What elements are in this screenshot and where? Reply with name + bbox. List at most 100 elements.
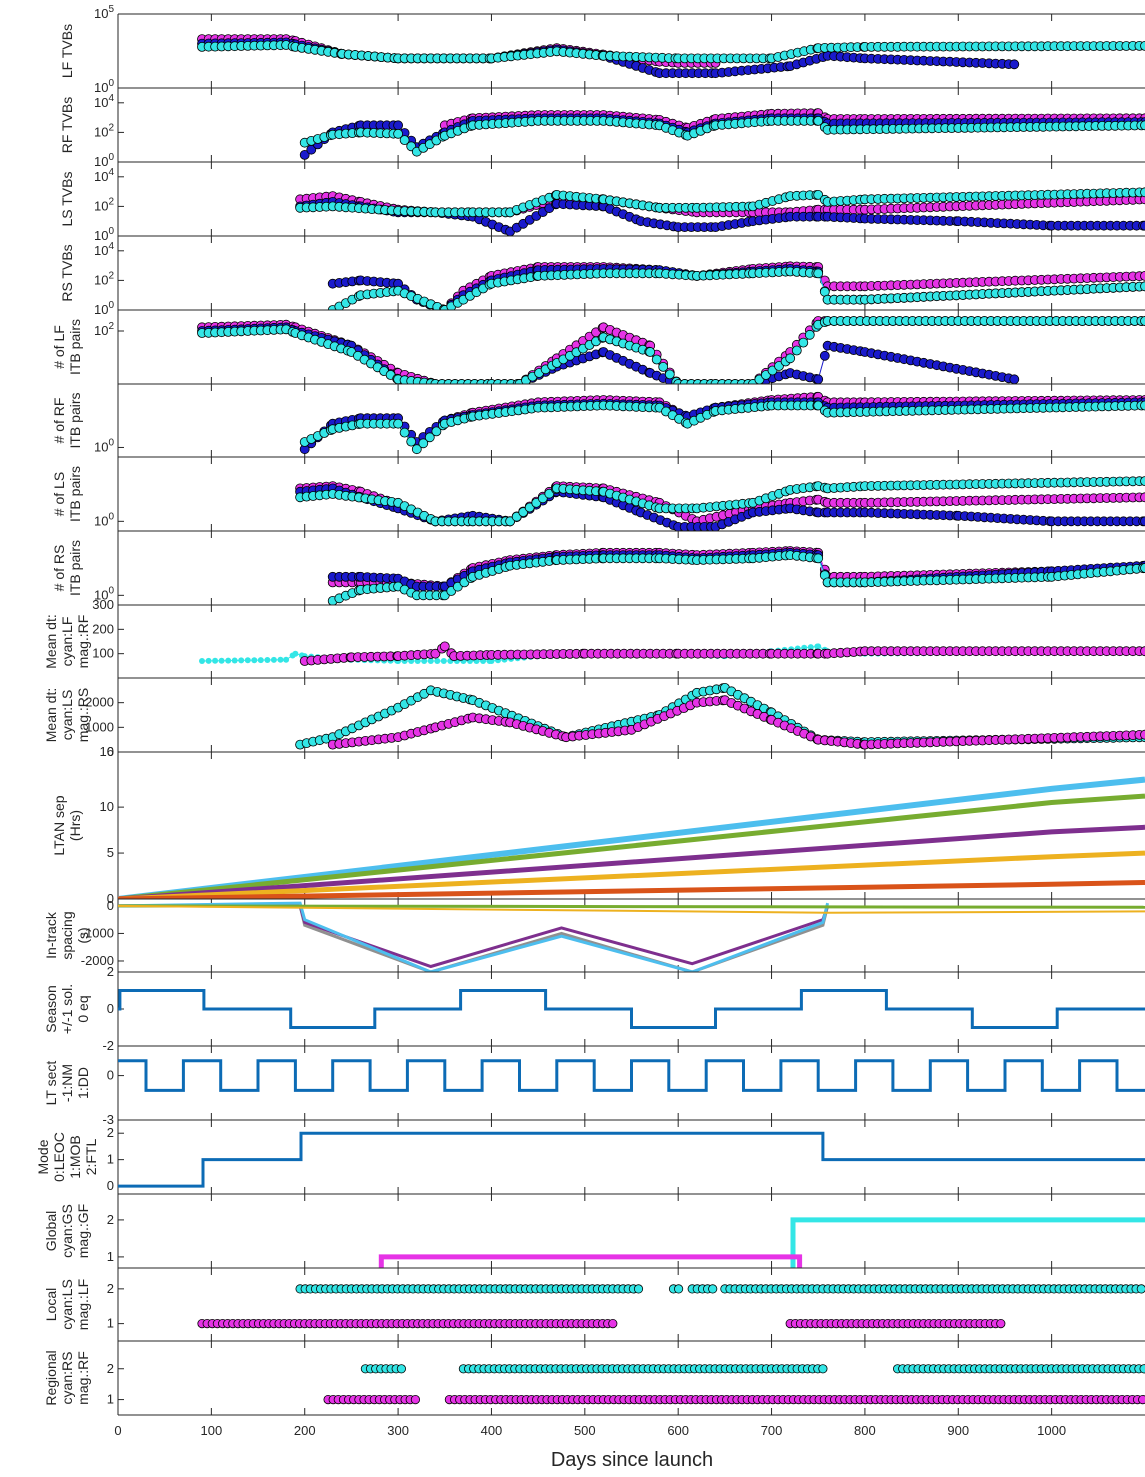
data-point	[505, 516, 516, 527]
y-tick-label: 0	[107, 1068, 114, 1083]
series-blue	[295, 196, 1145, 236]
x-tick-label: 300	[387, 1423, 409, 1438]
y-tick-label: 0	[107, 1001, 114, 1016]
y-axis-label: Mean dt:	[43, 688, 59, 742]
y-tick-label: 104	[94, 93, 114, 110]
series-magenta	[197, 1319, 1006, 1329]
y-tick-label: 2	[107, 1361, 114, 1376]
y-axis-label: Regional	[43, 1350, 59, 1405]
data-point	[813, 189, 824, 200]
series-cyan	[295, 187, 1145, 218]
data-point	[406, 436, 417, 447]
panel-n_rs: 100# of RS ITB pairs	[51, 530, 1145, 606]
y-tick-label: 1	[107, 1392, 114, 1407]
data-point	[524, 502, 535, 513]
y-axis-label: 2:FTL	[83, 1139, 99, 1176]
data-point	[393, 128, 404, 139]
data-point	[418, 438, 429, 449]
y-tick-label: -2	[102, 1038, 114, 1053]
data-point	[807, 644, 814, 651]
y-axis-label: LTAN sep	[51, 795, 67, 855]
data-point	[1140, 41, 1145, 51]
y-axis-label: ITB pairs	[67, 319, 83, 375]
data-point	[1140, 476, 1145, 486]
x-tick-label: 0	[114, 1423, 121, 1438]
data-point	[410, 1395, 420, 1405]
y-axis-label: cyan:LS	[59, 1279, 75, 1330]
data-point	[818, 1364, 828, 1374]
y-tick-label: 100	[94, 300, 114, 317]
data-point	[664, 369, 675, 380]
panel-plot-area	[295, 476, 1145, 531]
y-axis-label: Global	[43, 1211, 59, 1251]
data-point	[819, 350, 830, 361]
data-point	[544, 488, 555, 499]
y-axis-label: # of RS	[51, 545, 67, 592]
series-line-cyan	[790, 1217, 1145, 1268]
series-line-magenta	[378, 1254, 803, 1268]
series-cyan	[299, 400, 1145, 455]
y-axis-label: ITB pairs	[67, 466, 83, 522]
y-axis-label: cyan:GS	[59, 1204, 75, 1258]
data-point	[292, 650, 299, 657]
data-point	[708, 1284, 718, 1294]
series-cyan	[295, 1284, 1145, 1294]
y-tick-label: 5	[107, 845, 114, 860]
data-point	[225, 657, 232, 664]
panel-plot-area	[323, 1364, 1145, 1405]
data-point	[658, 361, 669, 372]
y-axis-label: # of LS	[51, 472, 67, 516]
data-point	[421, 658, 428, 664]
series-line-lt_sky	[118, 776, 1145, 899]
y-tick-label: 0	[107, 898, 114, 913]
panel-plot-area	[118, 1059, 1145, 1092]
data-point	[1139, 1364, 1145, 1374]
y-axis-label: (Hrs)	[67, 810, 83, 841]
panel-plot-area	[299, 108, 1145, 160]
y-axis-label: Mean dt:	[43, 614, 59, 668]
y-axis-label: mag.:GF	[75, 1204, 91, 1258]
y-axis-label: RS TVBs	[59, 244, 75, 301]
data-point	[251, 657, 258, 664]
data-point	[673, 1284, 684, 1294]
panel-plot-area	[118, 901, 1145, 972]
y-tick-label: 104	[94, 241, 114, 258]
panel-n_ls: 100# of LS ITB pairs	[51, 456, 1145, 532]
y-axis-label: # of RF	[51, 398, 67, 444]
y-axis-label: ITB pairs	[67, 540, 83, 596]
y-tick-label: 2	[107, 964, 114, 979]
panel-n_lf: 102# of LF ITB pairs	[51, 309, 1145, 385]
data-point	[399, 427, 410, 438]
y-axis-label: 1:MOB	[67, 1135, 83, 1179]
y-axis-label: Season	[43, 985, 59, 1032]
data-point	[1140, 563, 1145, 573]
y-tick-label: 102	[94, 270, 114, 287]
data-point	[1140, 400, 1145, 411]
series-magenta	[327, 695, 1145, 750]
panel-plot-area	[118, 1131, 1145, 1188]
series-cyan	[197, 40, 1145, 64]
panel-plot-area	[118, 989, 1145, 1029]
panel-plot-area	[295, 683, 1145, 750]
data-point	[393, 120, 404, 131]
series-line-step_blue	[118, 1131, 1145, 1188]
data-point	[813, 553, 824, 564]
data-point	[270, 656, 277, 663]
panel-lt_sect: 0-3LT sect -1:NM 1:DD	[43, 1045, 1145, 1127]
y-axis-label: mag.:RS	[75, 688, 91, 742]
series-line-lt_yellow	[118, 904, 1145, 914]
series-line-step_blue	[118, 1059, 1145, 1092]
series-magenta	[299, 641, 1145, 666]
data-point	[257, 657, 264, 664]
data-point	[431, 426, 442, 437]
y-tick-label: 1	[107, 1249, 114, 1264]
y-tick-label: -3	[102, 1112, 114, 1127]
y-tick-label: 200	[92, 621, 114, 636]
data-point	[633, 1284, 644, 1294]
